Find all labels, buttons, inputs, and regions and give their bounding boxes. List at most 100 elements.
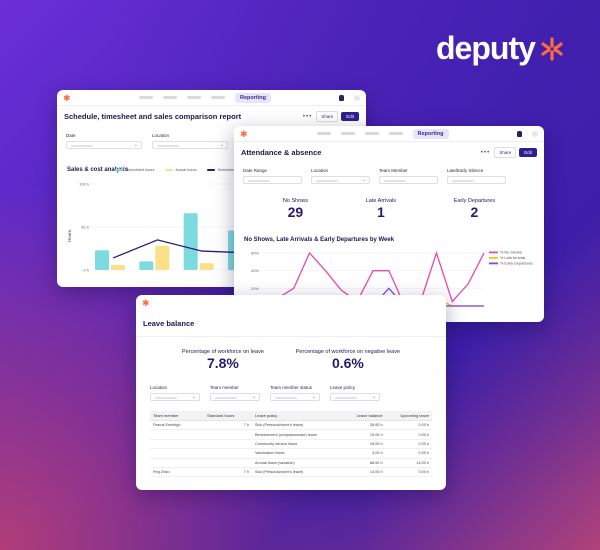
nav-item[interactable] xyxy=(388,132,403,135)
y-tick-label: 40% xyxy=(251,268,259,273)
bell-icon[interactable] xyxy=(339,94,345,101)
table-cell xyxy=(150,439,204,450)
edit-button[interactable]: Edit xyxy=(341,112,359,121)
deputy-small-logo-icon: ✱ xyxy=(63,92,71,103)
table-cell: Community service leave xyxy=(252,439,343,450)
column-header[interactable]: Leave balance xyxy=(342,411,386,421)
logo-text: deputy xyxy=(436,30,536,66)
legend-label: Scheduled costs xyxy=(217,168,246,172)
table-row[interactable]: Pascal Ermleigh 7 h Sick (Personal/carer's… xyxy=(150,420,432,431)
nav-item[interactable] xyxy=(163,96,178,99)
bar-scheduled-hours[interactable] xyxy=(139,261,154,270)
table-cell: 0.00 h xyxy=(385,467,432,478)
table-row[interactable]: Peg Zhao 7 h Sick (Personal/carer's leave)… xyxy=(150,467,432,478)
column-header[interactable]: Upcoming leave xyxy=(385,411,432,421)
filter-label: Team Member xyxy=(379,168,408,173)
table-cell: 7 h xyxy=(204,420,252,431)
filter-location: Location ⌄ xyxy=(152,133,228,149)
filter-location: Location ⌄ xyxy=(150,385,200,401)
chevron-down-icon: ⌄ xyxy=(133,142,138,148)
tab-reporting[interactable]: Reporting xyxy=(412,128,449,139)
column-header[interactable]: Leave policy xyxy=(252,411,343,421)
table-row[interactable]: Annual leave (vacation) 88.60 h 14.00 h xyxy=(150,458,432,468)
legend-item: Actual hours xyxy=(164,168,197,172)
top-nav: ✱ xyxy=(136,295,446,311)
table-row[interactable]: Community service leave 18.00 h 0.00 h xyxy=(150,439,432,450)
filter-late-early: Late/Early Silence xyxy=(447,168,506,184)
stat-label: Late Arrivals xyxy=(365,198,397,204)
share-button[interactable]: Share xyxy=(316,111,339,122)
legend-label: Actual hours xyxy=(175,168,197,172)
deputy-small-logo-icon: ✱ xyxy=(240,128,248,139)
bar-actual-hours[interactable] xyxy=(155,245,170,270)
filter-date-range: Date Range xyxy=(243,168,302,184)
table-row[interactable]: Vaccination leave 4.00 h 0.00 h xyxy=(150,448,432,459)
nav-item[interactable] xyxy=(211,96,226,99)
leave-policy-select[interactable]: ⌄ xyxy=(330,393,380,401)
table-cell xyxy=(150,448,204,459)
bar-scheduled-hours[interactable] xyxy=(95,250,109,270)
date-range-select[interactable] xyxy=(243,176,302,184)
stat-value: 29 xyxy=(287,204,304,220)
stat-early-departures: Early Departures 2 xyxy=(454,198,495,220)
stat-no-shows: No Shows 29 xyxy=(283,198,308,220)
stat-label: Early Departures xyxy=(453,198,496,204)
edit-button[interactable]: Edit xyxy=(519,148,537,157)
team-member-select[interactable]: ⌄ xyxy=(210,393,260,401)
table-cell: 18.00 h xyxy=(342,439,386,450)
table-row[interactable]: Bereavement (compassionate) leave 15.00 h… xyxy=(150,429,432,440)
bar-scheduled-hours[interactable] xyxy=(183,213,198,270)
filter-label: Late/Early Silence xyxy=(447,168,484,173)
stat-negative-leave: Percentage of workforce on negative leav… xyxy=(296,349,400,371)
deputy-logo: deputy xyxy=(436,30,565,67)
column-header[interactable]: Team member xyxy=(150,411,204,421)
filter-label: Location xyxy=(311,168,329,173)
deputy-small-logo-icon: ✱ xyxy=(142,298,150,308)
chart-legend: Scheduled hours Actual hours Scheduled c… xyxy=(115,168,245,172)
team-member-status-select[interactable]: ⌄ xyxy=(270,393,320,401)
stats-row: Percentage of workforce on leave 7.8% Pe… xyxy=(136,349,446,371)
nav-item[interactable] xyxy=(316,132,331,135)
more-menu-button[interactable]: ••• xyxy=(480,149,491,156)
location-select[interactable]: ⌄ xyxy=(152,141,228,149)
location-select[interactable]: ⌄ xyxy=(311,176,370,184)
nav-item[interactable] xyxy=(340,132,355,135)
stat-label: Percentage of workforce on leave xyxy=(181,349,264,355)
legend-item: Scheduled hours xyxy=(115,168,155,172)
more-menu-button[interactable]: ••• xyxy=(302,113,313,120)
page-title: Attendance & absence xyxy=(241,148,322,157)
column-header[interactable]: Standard hours xyxy=(204,411,252,421)
table-cell xyxy=(204,439,252,450)
date-select[interactable]: ⌄ xyxy=(66,141,142,149)
legend-label: % Late Arrivals xyxy=(500,256,525,260)
team-member-select[interactable] xyxy=(379,176,438,184)
avatar[interactable] xyxy=(354,94,361,101)
bar-actual-hours[interactable] xyxy=(111,264,125,270)
nav-item[interactable] xyxy=(139,96,154,99)
table-cell: Sick (Personal/carer's leave) xyxy=(252,420,343,431)
tab-reporting[interactable]: Reporting xyxy=(235,92,271,103)
share-button[interactable]: Share xyxy=(494,147,517,158)
stat-on-leave: Percentage of workforce on leave 7.8% xyxy=(182,349,264,371)
page-title: Schedule, timesheet and sales comparison… xyxy=(64,112,242,121)
avatar[interactable] xyxy=(532,130,539,137)
stat-late-arrivals: Late Arrivals 1 xyxy=(366,198,396,220)
table-cell: 28.60 h xyxy=(342,420,386,431)
table-cell: 14.00 h xyxy=(385,458,432,468)
legend-label: Scheduled hours xyxy=(126,168,155,172)
table-cell: 0.00 h xyxy=(385,439,432,450)
asterisk-logo-icon xyxy=(541,36,563,61)
page-title: Leave balance xyxy=(143,319,195,328)
bar-actual-hours[interactable] xyxy=(199,263,214,270)
table-cell: 15.00 h xyxy=(342,429,386,440)
location-select[interactable]: ⌄ xyxy=(150,393,200,401)
legend-swatch xyxy=(489,262,498,265)
late-early-select[interactable] xyxy=(447,176,506,184)
chevron-down-icon: ⌄ xyxy=(251,394,256,400)
nav-item[interactable] xyxy=(364,132,379,135)
nav-item[interactable] xyxy=(187,96,202,99)
table-header-row: Team member Standard hours Leave policy … xyxy=(150,411,432,421)
bell-icon[interactable] xyxy=(517,130,523,137)
legend-label: % Early Departures xyxy=(500,262,533,266)
chevron-down-icon: ⌄ xyxy=(191,394,196,400)
